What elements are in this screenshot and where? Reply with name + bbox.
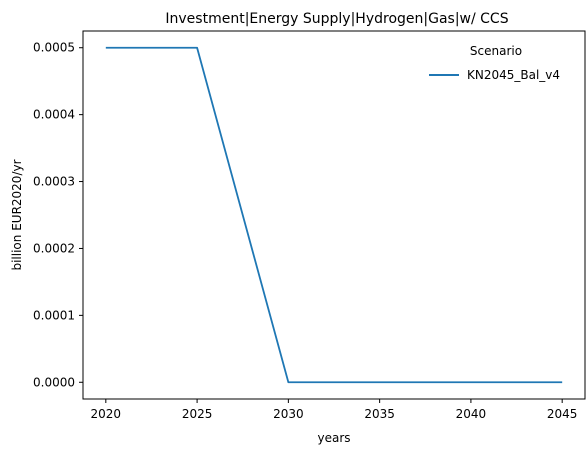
legend-title: Scenario [470,44,522,58]
x-tick-label: 2045 [547,407,578,421]
y-tick-label: 0.0005 [33,41,75,55]
chart-title: Investment|Energy Supply|Hydrogen|Gas|w/… [165,11,508,27]
legend: Scenario KN2045_Bal_v4 [429,44,560,82]
x-tick-label: 2020 [91,407,122,421]
y-tick-label: 0.0001 [33,308,75,322]
x-tick-label: 2035 [364,407,395,421]
y-axis-label: billion EUR2020/yr [10,159,24,270]
y-tick-label: 0.0003 [33,175,75,189]
y-axis: 0.0000 0.0001 0.0002 0.0003 0.0004 0.0005 [33,41,83,389]
legend-label: KN2045_Bal_v4 [467,68,560,82]
x-tick-label: 2030 [273,407,304,421]
x-axis-label: years [317,431,350,445]
y-tick-label: 0.0000 [33,375,75,389]
plot-area [105,46,563,384]
y-tick-label: 0.0002 [33,241,75,255]
x-tick-label: 2040 [456,407,487,421]
plot-frame [82,30,586,400]
series-line [105,46,563,384]
x-tick-label: 2025 [182,407,213,421]
y-tick-label: 0.0004 [33,108,75,122]
x-axis: 2020 2025 2030 2035 2040 2045 [91,399,578,421]
